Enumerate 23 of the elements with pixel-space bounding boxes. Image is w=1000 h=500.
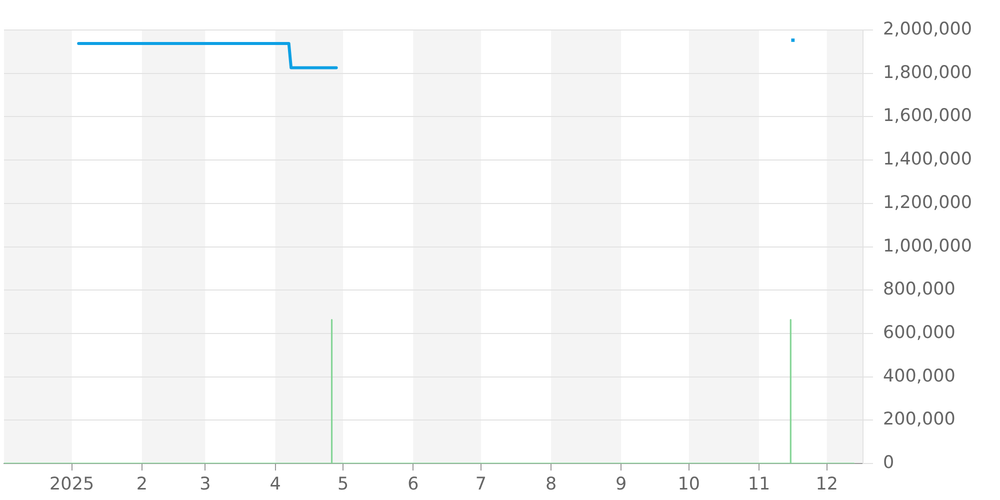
y-tick-label: 800,000 [883, 280, 956, 300]
x-tick-label: 4 [270, 474, 281, 495]
x-tick-label: 10 [678, 474, 700, 495]
y-tick-label: 1,600,000 [883, 106, 972, 126]
y-tick-label: 600,000 [883, 322, 956, 343]
y-tick-label: 400,000 [883, 366, 956, 386]
x-tick-label: 8 [545, 474, 557, 495]
x-tick-label: 2025 [50, 474, 94, 495]
y-tick-label: 2,000,000 [883, 20, 972, 40]
x-tick-label: 2 [136, 474, 148, 495]
x-tick-label: 3 [200, 474, 211, 495]
x-tick-label: 5 [338, 474, 349, 495]
y-tick-label: 200,000 [883, 410, 956, 430]
y-tick-label: 1,000,000 [883, 236, 972, 256]
x-tick-label: 7 [475, 474, 487, 495]
y-tick-label: 1,400,000 [883, 150, 972, 170]
x-tick-label: 11 [748, 474, 770, 495]
y-tick-label: 1,800,000 [883, 62, 972, 83]
y-tick-label: 0 [883, 453, 894, 474]
x-tick-label: 12 [816, 474, 838, 495]
x-tick-label: 9 [616, 474, 627, 495]
x-tick-label: 6 [408, 474, 419, 495]
y-tick-label: 1,200,000 [883, 192, 972, 213]
